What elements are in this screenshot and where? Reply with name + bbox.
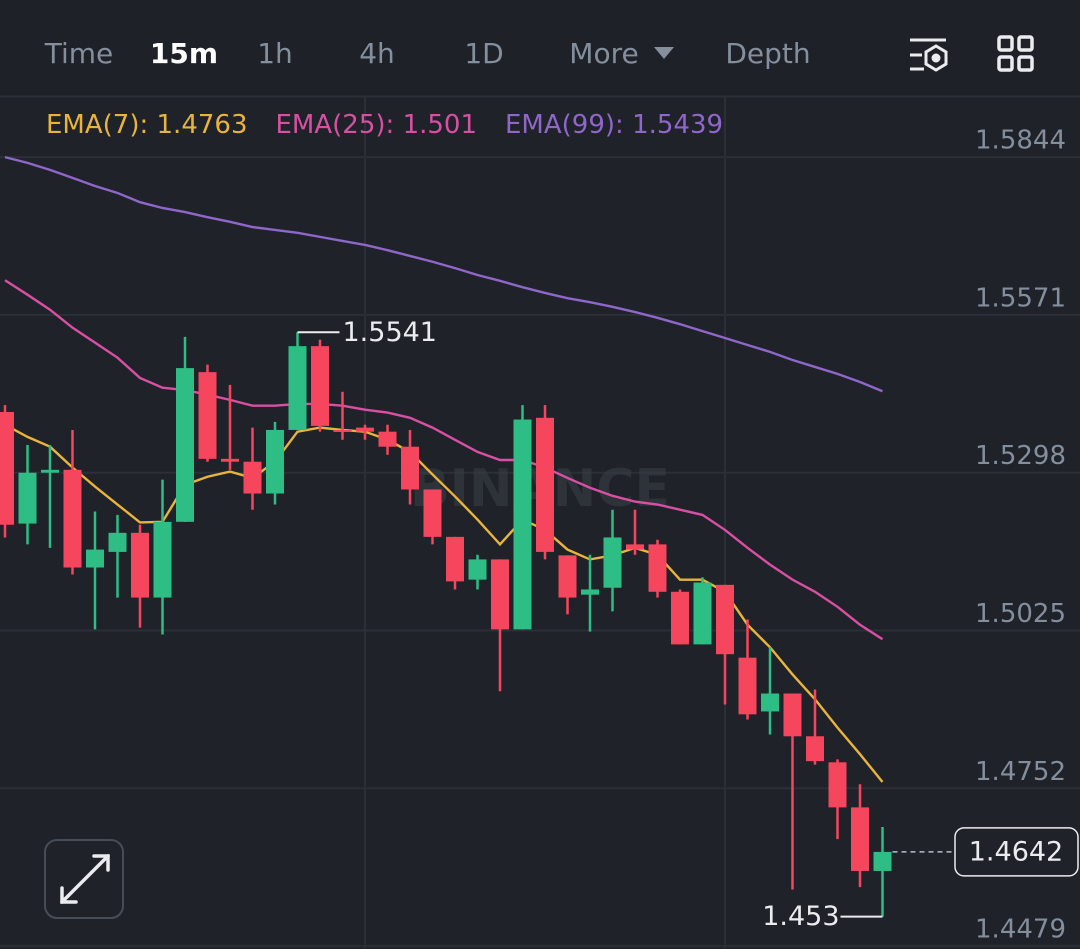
candle-body [693, 582, 712, 645]
y-tick-label: 1.5571 [975, 283, 1066, 313]
candle-body [288, 346, 307, 430]
indicator-icon[interactable] [910, 38, 948, 72]
price-label: 1.4642 [969, 836, 1063, 867]
high-label: 1.5541 [343, 317, 437, 348]
legend-sep: : [139, 110, 156, 140]
candle-body [243, 461, 262, 494]
legend-value: 1.4763 [157, 110, 248, 140]
candle-body [378, 431, 397, 447]
candle-body [63, 469, 82, 568]
legend-sep: : [386, 110, 403, 140]
y-tick-label: 1.4479 [975, 915, 1066, 945]
candle-body [513, 419, 532, 630]
candle-body [198, 372, 217, 459]
candle-body [311, 346, 329, 426]
candle-body [851, 807, 869, 871]
candle-body [536, 417, 554, 552]
y-tick-label: 1.5025 [975, 599, 1066, 629]
candle-body [716, 584, 734, 655]
fullscreen-button[interactable] [44, 839, 124, 919]
legend-sep: : [615, 110, 632, 140]
more-caret[interactable] [654, 47, 674, 59]
y-tick-label: 1.5844 [975, 126, 1066, 156]
candle-body [446, 536, 464, 582]
tab[interactable]: 4h [359, 37, 395, 70]
candle-body [806, 736, 824, 762]
candle-body [873, 851, 892, 871]
tab-bar [0, 0, 1080, 96]
tab[interactable]: Depth [725, 37, 810, 70]
candle-body [266, 429, 284, 494]
candle-body [131, 532, 149, 598]
candle-body [558, 555, 577, 598]
candle-body [153, 521, 172, 598]
ema-line [4, 279, 884, 641]
layout-icon[interactable] [997, 35, 1034, 72]
price-box [954, 827, 1079, 877]
y-tick-label: 1.5298 [975, 441, 1066, 471]
timeframe-tabs: Time 15m 1h 4h 1D More Depth [44, 37, 811, 70]
candle-body [41, 469, 59, 473]
candle-body [423, 489, 442, 537]
candle-body [176, 368, 194, 522]
candle-body [401, 446, 419, 490]
tab[interactable]: 15m [150, 37, 218, 70]
candle-body [783, 693, 802, 737]
legend-name: EMA(7) [46, 110, 139, 140]
tab[interactable]: More [569, 37, 638, 70]
low-label: 1.453 [762, 901, 839, 932]
candle-body [491, 559, 509, 630]
candle-body [671, 591, 689, 645]
legend-value: 1.5439 [632, 110, 723, 140]
ema-line [4, 423, 884, 783]
candle-body [18, 472, 37, 524]
candle-body [108, 532, 127, 552]
tab[interactable]: 1h [257, 37, 293, 70]
tab[interactable]: Time [44, 37, 114, 70]
candle-body [761, 693, 779, 712]
candle-body [86, 549, 104, 568]
legend-name: EMA(99) [505, 110, 615, 140]
candle-body [356, 427, 374, 432]
y-tick-label: 1.4752 [975, 757, 1066, 787]
candle-body [0, 412, 14, 525]
ema-line [4, 155, 883, 393]
candle-body [828, 762, 847, 808]
candle-body [581, 589, 599, 595]
legend-name: EMA(25) [276, 110, 386, 140]
candle-body [738, 657, 757, 715]
candle-body [648, 544, 667, 592]
plot-area: 1.58441.55711.52981.50251.47521.4479BINA… [0, 97, 1080, 949]
candle-body [221, 458, 239, 462]
legend-value: 1.501 [403, 110, 477, 140]
candle-body [626, 544, 644, 550]
tab[interactable]: 1D [464, 37, 503, 70]
candle-body [603, 537, 622, 588]
candle-body [333, 429, 352, 432]
ema-legend: EMA(7): 1.4763 EMA(25): 1.501 EMA(99): 1.5… [46, 110, 723, 140]
candle-body [468, 559, 487, 580]
